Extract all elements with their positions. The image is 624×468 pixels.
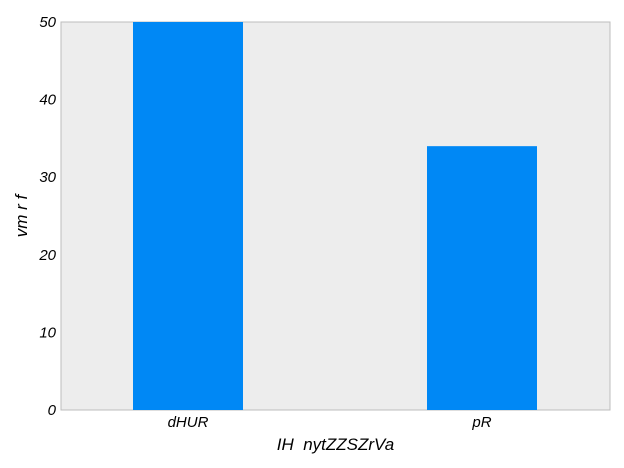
y-tick-label: 10 xyxy=(39,324,56,341)
bar-pR xyxy=(427,146,537,410)
y-tick-label: 50 xyxy=(39,14,56,31)
y-tick-label: 40 xyxy=(39,92,56,109)
x-axis: dHUR pR xyxy=(168,414,492,431)
x-tick-label: pR xyxy=(471,414,491,431)
x-tick-label: dHUR xyxy=(168,414,209,431)
y-axis-label: vm r f xyxy=(12,192,31,237)
y-axis: 0 10 20 30 40 50 xyxy=(38,14,56,419)
y-tick-label: 30 xyxy=(39,169,56,186)
bars-layer xyxy=(133,22,537,410)
y-tick-label: 20 xyxy=(38,247,56,264)
x-axis-label: IH nytZZSZrVa xyxy=(277,435,394,454)
bar-dHUR xyxy=(133,22,243,410)
y-tick-label: 0 xyxy=(48,402,57,419)
